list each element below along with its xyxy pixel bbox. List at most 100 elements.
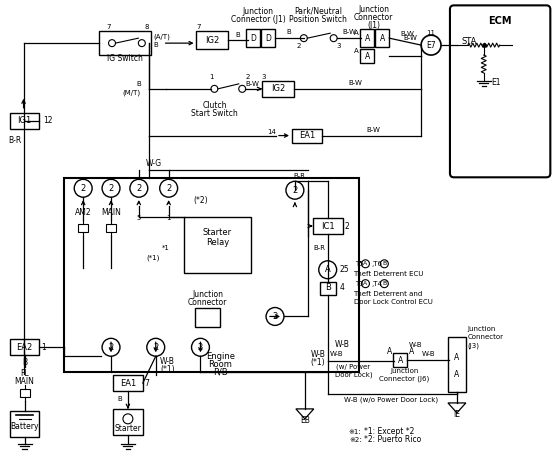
Text: B: B xyxy=(286,29,291,35)
Text: Park/Neutral: Park/Neutral xyxy=(294,7,342,16)
Bar xyxy=(196,31,228,49)
Bar xyxy=(113,409,143,435)
Text: Connector: Connector xyxy=(188,298,227,307)
Bar xyxy=(448,337,466,392)
Bar xyxy=(184,217,251,273)
Text: 2: 2 xyxy=(136,184,142,193)
Text: Door Lock): Door Lock) xyxy=(335,372,372,378)
Text: 25: 25 xyxy=(340,265,349,274)
Text: 2: 2 xyxy=(166,184,171,193)
Circle shape xyxy=(211,85,218,92)
Text: Battery: Battery xyxy=(11,422,39,431)
Text: B: B xyxy=(325,283,331,292)
Circle shape xyxy=(239,85,246,92)
Text: *1: *1 xyxy=(162,245,170,251)
Text: 1: 1 xyxy=(42,343,46,352)
Text: (w/ Power: (w/ Power xyxy=(336,364,371,371)
Text: Relay: Relay xyxy=(206,239,229,247)
Text: Connector (J6): Connector (J6) xyxy=(379,376,430,383)
Text: Starter: Starter xyxy=(114,424,142,433)
Text: R/B: R/B xyxy=(213,367,228,377)
Text: (M/T): (M/T) xyxy=(123,90,141,96)
Circle shape xyxy=(266,308,284,325)
Text: B: B xyxy=(118,396,122,402)
Circle shape xyxy=(361,260,370,268)
Text: Room: Room xyxy=(209,360,233,369)
Text: ,T4: ,T4 xyxy=(371,281,382,287)
Bar xyxy=(78,224,88,232)
Text: 2: 2 xyxy=(296,43,301,49)
Text: Door Lock Control ECU: Door Lock Control ECU xyxy=(354,298,432,304)
Bar xyxy=(19,389,29,397)
Bar xyxy=(262,81,294,97)
Text: 2: 2 xyxy=(80,184,86,193)
Text: A: A xyxy=(365,52,370,61)
Text: W-G: W-G xyxy=(146,159,162,168)
Circle shape xyxy=(102,338,120,356)
Text: 2: 2 xyxy=(273,312,278,321)
Text: B-R: B-R xyxy=(294,173,306,179)
Text: AM2: AM2 xyxy=(75,207,92,217)
Text: EB: EB xyxy=(300,416,310,425)
Text: ,T6: ,T6 xyxy=(371,261,382,267)
Text: EA1: EA1 xyxy=(120,378,136,388)
Text: IG1: IG1 xyxy=(17,116,32,125)
Text: Position Switch: Position Switch xyxy=(289,15,347,24)
Text: Junction: Junction xyxy=(243,7,274,16)
Bar xyxy=(9,339,39,355)
Text: ※1:: ※1: xyxy=(349,429,361,435)
Bar xyxy=(393,353,407,367)
Text: MAIN: MAIN xyxy=(14,377,34,386)
Text: W-B: W-B xyxy=(422,351,436,357)
Text: B-W: B-W xyxy=(400,31,414,37)
Text: A: A xyxy=(364,281,367,286)
Text: ECM: ECM xyxy=(488,16,512,26)
Text: Theft Deterrent ECU: Theft Deterrent ECU xyxy=(354,271,424,277)
Text: B-W: B-W xyxy=(403,35,417,41)
Text: D: D xyxy=(250,34,256,43)
Text: MAIN: MAIN xyxy=(101,207,121,217)
Circle shape xyxy=(319,261,337,279)
Circle shape xyxy=(380,280,388,287)
Text: D: D xyxy=(265,34,271,43)
Text: 12: 12 xyxy=(43,116,53,125)
Text: 14: 14 xyxy=(267,128,276,135)
Text: A: A xyxy=(380,34,385,43)
Bar xyxy=(9,113,39,128)
Text: 7: 7 xyxy=(145,378,150,388)
Circle shape xyxy=(147,338,165,356)
Text: (A/T): (A/T) xyxy=(154,34,170,40)
Text: 7: 7 xyxy=(196,24,201,30)
Text: B: B xyxy=(22,358,27,367)
Text: W-B: W-B xyxy=(160,357,175,366)
Text: 2: 2 xyxy=(153,343,158,352)
Bar xyxy=(99,31,151,55)
Text: (J1): (J1) xyxy=(367,21,380,30)
Text: Theft Deterrent and: Theft Deterrent and xyxy=(354,291,423,297)
Text: B-W: B-W xyxy=(245,81,259,87)
Text: E7: E7 xyxy=(426,41,436,50)
Text: Starter: Starter xyxy=(203,228,232,238)
Text: 5: 5 xyxy=(137,215,141,221)
Text: IG Switch: IG Switch xyxy=(107,53,143,63)
Text: Connector: Connector xyxy=(354,13,393,22)
Circle shape xyxy=(421,35,441,55)
Text: Junction: Junction xyxy=(358,5,389,14)
Text: IG2: IG2 xyxy=(205,36,220,45)
Circle shape xyxy=(160,179,178,197)
Text: 1: 1 xyxy=(166,215,171,221)
Text: *1: Except *2: *1: Except *2 xyxy=(365,427,415,436)
Circle shape xyxy=(380,260,388,268)
Text: Connector (J1): Connector (J1) xyxy=(231,15,285,24)
Text: 11: 11 xyxy=(427,30,436,36)
Text: B-R: B-R xyxy=(8,136,21,145)
Text: 8: 8 xyxy=(144,24,149,30)
Text: W-B: W-B xyxy=(335,340,350,349)
Text: T3: T3 xyxy=(356,281,364,287)
Text: B: B xyxy=(382,261,386,266)
Text: B: B xyxy=(154,42,159,48)
Bar xyxy=(194,308,220,327)
Text: A: A xyxy=(409,347,415,356)
Text: 2: 2 xyxy=(198,343,203,352)
Text: Engine: Engine xyxy=(206,352,235,361)
